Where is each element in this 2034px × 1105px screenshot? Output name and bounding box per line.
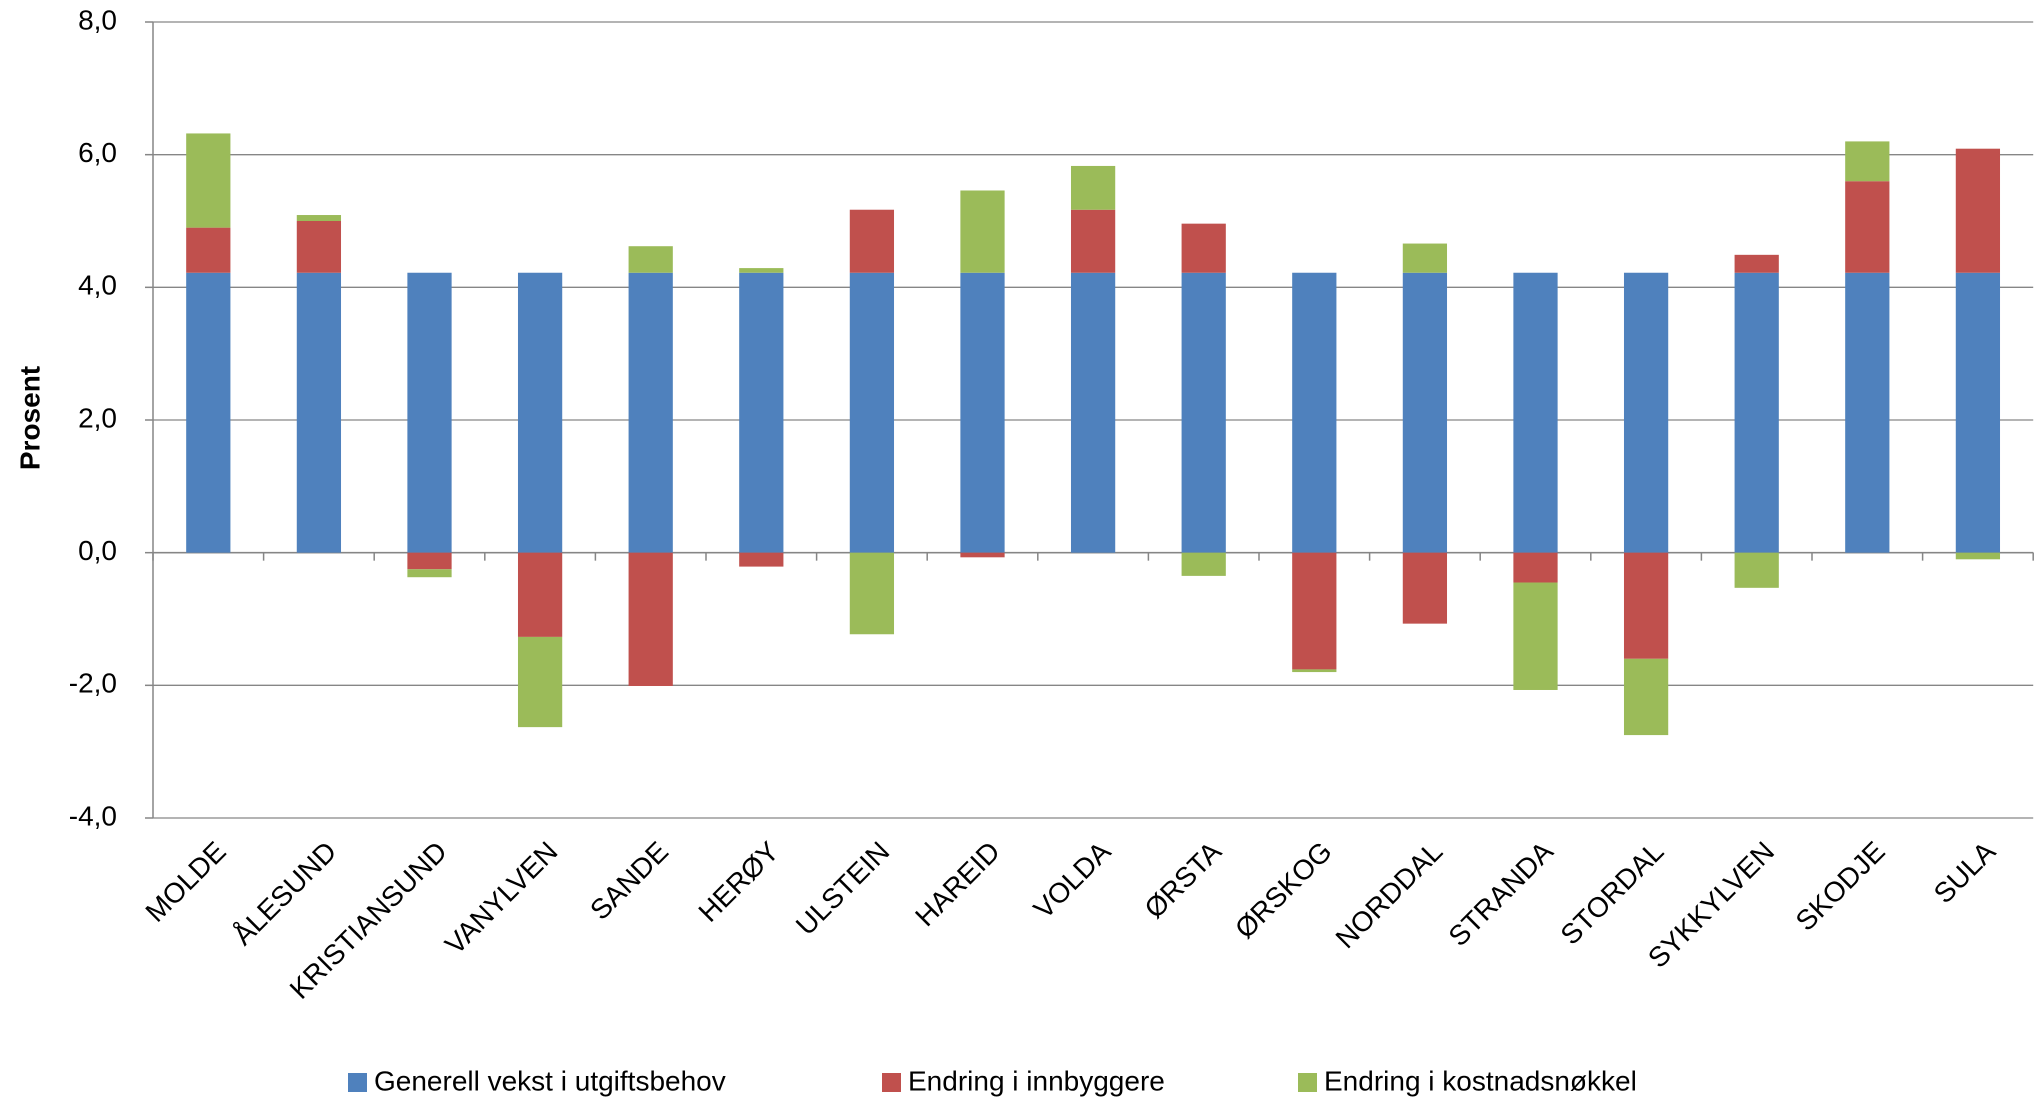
bar-segment	[1513, 582, 1558, 690]
bar-segment	[628, 552, 673, 686]
bar-segment	[1955, 148, 2001, 273]
bar-segment	[1402, 552, 1448, 624]
bar-segment	[1181, 552, 1226, 576]
x-tick-label: HAREID	[909, 836, 1006, 933]
bar-segment	[628, 272, 673, 553]
bar-segment	[1513, 272, 1558, 553]
bar-segment	[1513, 552, 1558, 583]
bar-segment	[1623, 658, 1669, 736]
x-tick-label: ULSTEIN	[790, 836, 896, 942]
y-tick-label: -2,0	[69, 668, 117, 699]
bar-segment	[296, 272, 342, 553]
bar-segment	[1292, 552, 1337, 670]
y-tick-label: 4,0	[78, 270, 117, 301]
legend-label: Endring i kostnadsnøkkel	[1324, 1065, 1637, 1096]
legend-label: Generell vekst i utgiftsbehov	[374, 1065, 726, 1096]
y-axis-label: Prosent	[14, 366, 45, 470]
y-tick-label: 0,0	[78, 535, 117, 566]
x-tick-label: VOLDA	[1028, 835, 1117, 924]
bar-segment	[517, 636, 563, 728]
bar-segment	[1955, 552, 2001, 560]
bar-segment	[296, 221, 342, 273]
bar-segment	[739, 268, 784, 273]
bar-segment	[1734, 254, 1779, 273]
x-tick-label: ÅLESUND	[227, 836, 342, 951]
legend-label: Endring i innbyggere	[908, 1065, 1165, 1096]
bar-segment	[849, 272, 895, 553]
x-tick-label: STRANDA	[1442, 835, 1559, 952]
bar-segment	[1623, 552, 1669, 659]
bar-segment	[1955, 272, 2001, 553]
bar-segment	[1181, 223, 1226, 273]
bar-segment	[1070, 272, 1116, 553]
x-tick-label: ØRSKOG	[1229, 836, 1338, 945]
bar-segment	[407, 569, 452, 578]
bar-segment	[1734, 272, 1779, 553]
bar-segment	[407, 272, 452, 553]
bar-segment	[1623, 272, 1669, 553]
bar-segment	[407, 552, 452, 570]
x-tick-label: NORDDAL	[1330, 836, 1449, 955]
y-tick-label: 6,0	[78, 137, 117, 168]
legend-swatch	[348, 1073, 367, 1092]
x-tick-label: SANDE	[584, 836, 674, 926]
bar-segment	[849, 552, 895, 635]
x-tick-label: SULA	[1928, 835, 2002, 909]
bar-segment	[296, 215, 342, 221]
bar-segment	[1845, 272, 1890, 553]
bar-segment	[1070, 165, 1116, 210]
bar-segment	[960, 272, 1005, 553]
x-tick-label: VANYLVEN	[439, 836, 564, 961]
x-tick-label: HERØY	[692, 835, 785, 928]
bar-segment	[628, 246, 673, 273]
y-tick-label: 2,0	[78, 402, 117, 433]
legend-swatch	[1298, 1073, 1317, 1092]
bar-segment	[849, 209, 895, 273]
bar-segment	[1070, 209, 1116, 273]
bar-segment	[1845, 141, 1890, 182]
bar-segment	[186, 272, 231, 553]
legend-swatch	[882, 1073, 901, 1092]
y-tick-label: -4,0	[69, 800, 117, 831]
bar-segment	[1402, 243, 1448, 273]
bar-segment	[1402, 272, 1448, 553]
bar-segment	[1734, 552, 1779, 588]
x-tick-label: ØRSTA	[1139, 835, 1228, 924]
bar-segment	[186, 133, 231, 228]
bar-segment	[517, 552, 563, 637]
bar-segment	[739, 272, 784, 553]
bar-segment	[960, 190, 1005, 273]
bar-segment	[1181, 272, 1226, 553]
bar-segment	[1292, 669, 1337, 673]
x-tick-label: MOLDE	[139, 836, 231, 928]
bar-segment	[739, 552, 784, 567]
bar-segment	[960, 552, 1005, 558]
bar-segment	[1845, 181, 1890, 273]
x-tick-label: STORDAL	[1554, 836, 1669, 951]
bar-segment	[186, 227, 231, 273]
bar-segment	[1292, 272, 1337, 553]
bar-segment	[517, 272, 563, 553]
x-tick-label: SKODJE	[1790, 836, 1891, 937]
y-tick-label: 8,0	[78, 4, 117, 35]
